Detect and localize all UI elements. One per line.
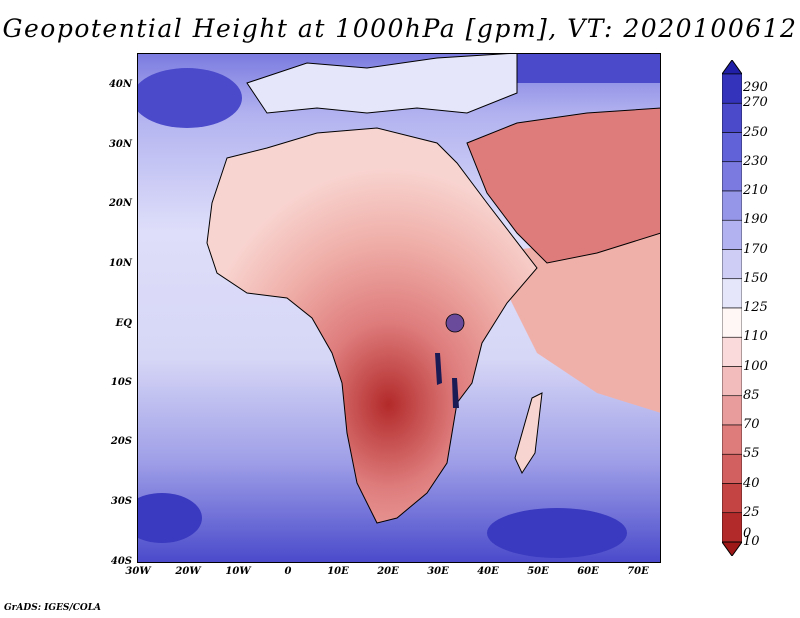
lon-label-10e: 10E (327, 566, 349, 577)
colorbar-label: 40 (743, 475, 760, 491)
colorbar-segment (722, 483, 742, 514)
lat-label-30n: 30N (108, 139, 132, 150)
lat-label-40n: 40N (108, 79, 132, 90)
colorbar-segment (722, 278, 742, 309)
colorbar (722, 60, 742, 556)
colorbar-label: 25 (743, 504, 760, 520)
lon-label-70e: 70E (627, 566, 649, 577)
colorbar-segment (722, 366, 742, 397)
colorbar-segment (722, 132, 742, 163)
lake-tanganyika (435, 353, 442, 385)
colorbar-label: 10 (743, 534, 760, 549)
colorbar-segment (722, 73, 742, 104)
lat-label-40s: 40S (110, 556, 132, 567)
colorbar-label: 70 (743, 417, 760, 432)
colorbar-label: 270 (743, 95, 768, 111)
colorbar-label: 55 (743, 446, 760, 462)
colorbar-segment (722, 161, 742, 192)
lat-label-eq: EQ (115, 318, 132, 329)
arabian-peninsula (466, 107, 661, 264)
lat-label-20n: 20N (108, 198, 132, 209)
lon-label-0: 0 (284, 566, 292, 577)
colorbar-label: 290 (743, 80, 768, 95)
colorbar-label: 110 (743, 329, 768, 345)
europe-land (246, 53, 518, 114)
colorbar-label: 170 (743, 241, 768, 257)
lon-label-20w: 20W (175, 566, 201, 577)
colorbar-label: 0 (743, 526, 752, 541)
colorbar-label: 210 (743, 183, 768, 198)
colorbar-segment (722, 102, 742, 133)
colorbar-label: 230 (743, 153, 768, 169)
colorbar-segment (722, 307, 742, 338)
chart-title: Geopotential Height at 1000hPa [gpm], VT… (2, 14, 798, 43)
colorbar-segment (722, 219, 742, 250)
colorbar-label: 125 (743, 300, 768, 315)
colorbar-top-arrow (722, 60, 742, 75)
colorbar-segment (722, 249, 742, 280)
lon-label-60e: 60E (577, 566, 599, 577)
africa-land (206, 127, 538, 524)
map-plot-area (137, 53, 661, 563)
lat-label-10s: 10S (110, 377, 132, 388)
lon-label-40e: 40E (477, 566, 499, 577)
lon-label-30w: 30W (125, 566, 151, 577)
lon-label-20e: 20E (377, 566, 399, 577)
lon-label-30e: 30E (427, 566, 449, 577)
map-border (137, 53, 661, 563)
lake-malawi (452, 378, 459, 408)
high-pressure-band-north-east (497, 53, 661, 83)
colorbar-label: 85 (743, 387, 760, 403)
colorbar-label: 250 (743, 124, 768, 140)
high-pressure-cell-north-atlantic (137, 68, 242, 128)
colorbar-segment (722, 336, 742, 367)
colorbar-label: 150 (743, 270, 768, 286)
lon-label-10w: 10W (225, 566, 251, 577)
lon-label-50e: 50E (527, 566, 549, 577)
lake-victoria (445, 313, 465, 333)
lat-label-30s: 30S (110, 496, 132, 507)
colorbar-label: 190 (743, 212, 768, 228)
colorbar-label: 100 (743, 358, 768, 374)
grads-credit: GrADS: IGES/COLA (4, 603, 102, 613)
colorbar-bottom-arrow (722, 541, 742, 556)
madagascar (514, 392, 543, 475)
colorbar-segment (722, 424, 742, 455)
colorbar-segment (722, 453, 742, 484)
colorbar-segment (722, 512, 742, 543)
high-pressure-cell-south-atlantic (137, 493, 202, 543)
lat-label-10n: 10N (108, 258, 132, 269)
indian-ocean-warm-area (487, 233, 661, 413)
colorbar-segment (722, 395, 742, 426)
colorbar-segment (722, 190, 742, 221)
lat-label-20s: 20S (110, 436, 132, 447)
high-pressure-cell-indian-ocean (487, 508, 627, 558)
